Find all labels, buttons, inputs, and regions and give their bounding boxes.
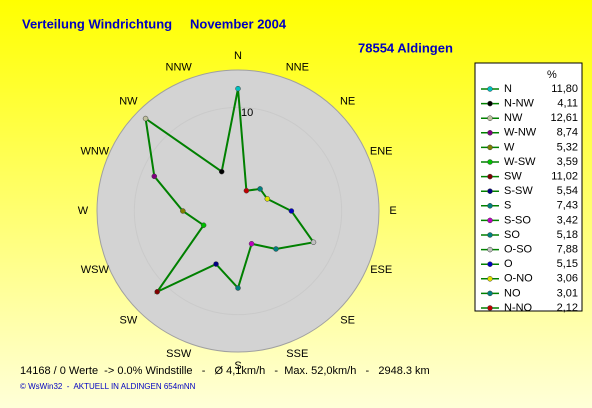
legend-value: 7,88 [557, 244, 578, 256]
direction-label: NW [119, 95, 138, 107]
data-point [310, 239, 317, 246]
legend-label: N [504, 83, 512, 95]
legend-marker [487, 217, 493, 224]
legend-label: NW [504, 112, 523, 124]
legend-label: O-SO [504, 244, 533, 256]
direction-label: S [234, 360, 241, 372]
data-point [151, 173, 158, 180]
data-point [218, 168, 225, 175]
legend-value: 3,01 [557, 287, 578, 299]
direction-label: SSW [166, 348, 192, 360]
legend-label: O [504, 258, 513, 270]
legend-marker [487, 173, 493, 180]
legend-value: 5,15 [557, 258, 578, 270]
legend-label: NO [504, 287, 521, 299]
legend-marker [487, 188, 493, 194]
legend-value: 7,43 [557, 200, 578, 212]
data-point [142, 115, 149, 122]
legend-label: O-NO [504, 273, 533, 285]
direction-label: W [78, 205, 89, 217]
legend-marker [487, 100, 493, 107]
plot-area [96, 69, 380, 353]
legend-marker [487, 276, 493, 282]
legend-value: 3,59 [557, 156, 578, 168]
legend-label: W-NW [504, 127, 537, 139]
legend-label: N-NW [504, 98, 535, 110]
direction-label: WSW [81, 264, 110, 276]
legend-value: 4,11 [557, 98, 578, 110]
legend-label: W [504, 141, 515, 153]
direction-label: E [389, 205, 396, 217]
direction-label: SSE [286, 348, 308, 360]
data-point [235, 285, 241, 291]
legend-value: 8,74 [557, 127, 578, 139]
data-point [248, 241, 255, 247]
legend-marker [487, 261, 493, 267]
data-point [243, 187, 250, 194]
grid-ring [133, 106, 343, 316]
location: 78554 Aldingen [358, 40, 453, 55]
legend-marker [487, 130, 493, 136]
direction-label: SW [120, 315, 138, 327]
legend-marker [487, 246, 493, 253]
legend-marker [487, 305, 493, 311]
legend-label: S-SW [504, 185, 533, 197]
data-point [273, 246, 279, 252]
data-point [257, 186, 263, 192]
legend-marker [487, 144, 493, 151]
chart-title: Verteilung Windrichtung [22, 16, 172, 31]
legend-value: 3,42 [557, 214, 578, 226]
data-point [154, 289, 160, 295]
legend-value: 5,32 [557, 141, 578, 153]
direction-label: NNE [286, 62, 309, 74]
legend-marker [487, 115, 493, 121]
legend-value: 3,06 [557, 273, 578, 285]
data-point [180, 208, 186, 214]
legend-label: SW [504, 171, 522, 183]
direction-label: WNW [80, 146, 109, 158]
legend-marker [487, 203, 493, 209]
direction-label: ENE [370, 146, 393, 158]
direction-label: ESE [370, 264, 392, 276]
legend-label: S-SO [504, 214, 531, 226]
data-point [264, 196, 271, 202]
legend-value: 11,80 [551, 83, 578, 95]
legend-marker [487, 159, 493, 165]
legend-value: 12,61 [550, 112, 578, 124]
legend-header: % [547, 69, 557, 81]
credit: © WsWin32 - AKTUELL IN ALDINGEN 654mNN [20, 382, 196, 391]
period: November 2004 [190, 16, 287, 31]
legend-label: S [504, 200, 511, 212]
legend-value: 11,02 [551, 171, 578, 183]
direction-label: N [234, 50, 242, 62]
legend-label: W-SW [504, 156, 536, 168]
legend-label: N-NO [504, 302, 533, 314]
footer: 14168 / 0 Werte -> 0.0% Windstille - Ø 4… [20, 365, 430, 377]
legend-label: SO [504, 229, 520, 241]
data-point [235, 85, 241, 92]
data-point [200, 222, 207, 228]
legend-marker [487, 290, 493, 297]
legend-marker [487, 86, 493, 92]
direction-label: NNW [166, 62, 193, 74]
data-point [213, 261, 219, 267]
direction-label: NE [340, 95, 355, 107]
legend-value: 5,18 [557, 229, 578, 241]
legend-value: 2,12 [557, 302, 578, 314]
legend-marker [487, 232, 493, 238]
r-tick-label: 10 [241, 107, 253, 119]
direction-label: SE [340, 315, 355, 327]
legend-value: 5,54 [557, 185, 578, 197]
data-point [288, 208, 295, 214]
